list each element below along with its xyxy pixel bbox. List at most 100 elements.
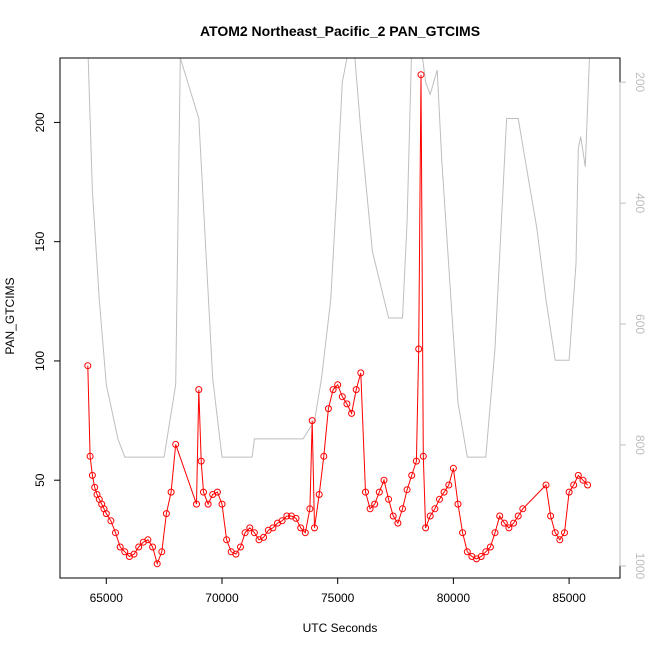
data-point [250, 529, 258, 537]
data-point [436, 495, 443, 503]
data-point [431, 505, 439, 513]
data-point [329, 386, 337, 394]
data-point [412, 457, 420, 465]
primary-series-line [87, 74, 588, 566]
data-point [419, 452, 427, 460]
data-point [477, 553, 485, 560]
data-point [385, 495, 393, 503]
data-point [547, 512, 555, 520]
data-point [389, 512, 397, 520]
data-point [366, 505, 374, 513]
y-axis: 50 100 150 200 [33, 112, 61, 487]
data-point [320, 452, 328, 460]
data-point [551, 529, 559, 537]
data-point [496, 512, 504, 520]
data-point [308, 417, 316, 425]
data-point [84, 362, 92, 370]
data-point [463, 548, 471, 556]
data-point [223, 536, 231, 544]
data-point [213, 488, 221, 496]
chart-title: ATOM2 Northeast_Pacific_2 PAN_GTCIMS [200, 23, 480, 39]
data-point [334, 381, 342, 389]
data-point [574, 471, 582, 479]
x-axis-label: UTC Seconds [303, 621, 378, 635]
data-point [204, 500, 212, 508]
data-point [415, 345, 423, 353]
data-point [149, 543, 157, 551]
data-point [371, 500, 379, 508]
data-point [197, 457, 205, 465]
data-point [510, 519, 518, 527]
x-tick-label: 65000 [90, 591, 124, 605]
data-point [343, 400, 351, 408]
data-point [417, 71, 425, 79]
data-point [362, 488, 369, 496]
y-axis-label: PAN_GTCIMS [3, 277, 17, 354]
data-point [348, 409, 356, 417]
data-point [459, 529, 467, 537]
data-point [88, 471, 96, 479]
data-point [357, 369, 365, 377]
data-point [514, 512, 522, 520]
x-tick-label: 75000 [321, 591, 355, 605]
data-point [403, 486, 411, 494]
data-point [130, 550, 138, 558]
data-point [260, 533, 268, 541]
data-point [162, 510, 170, 518]
data-point [352, 386, 360, 394]
data-point [241, 529, 249, 537]
y2-tick-label: 1000 [633, 553, 647, 580]
primary-series-line-layer [87, 74, 588, 566]
data-point [269, 524, 277, 532]
data-point [375, 488, 383, 496]
data-point [297, 524, 305, 532]
data-point [246, 524, 254, 532]
y2-tick-label: 800 [633, 435, 647, 455]
y2-axis: 200 400 600 800 1000 [619, 72, 647, 580]
data-point [422, 524, 430, 532]
data-point [135, 543, 143, 551]
data-point [570, 481, 578, 489]
x-tick-label: 85000 [552, 591, 586, 605]
y-tick-label: 200 [33, 112, 47, 132]
data-point [505, 524, 513, 532]
data-point [218, 500, 226, 508]
data-point [394, 519, 402, 527]
data-point [584, 481, 592, 489]
data-point [283, 512, 291, 520]
data-point [107, 517, 115, 525]
x-axis: 65000 70000 75000 80000 85000 [90, 577, 586, 605]
data-point [172, 440, 180, 448]
data-point [482, 548, 490, 556]
secondary-series-line [87, 58, 590, 458]
data-point [144, 536, 152, 544]
y2-tick-label: 200 [633, 72, 647, 92]
data-point [167, 488, 175, 496]
data-point [426, 512, 434, 520]
data-point [301, 529, 309, 537]
y-tick-label: 100 [33, 351, 47, 371]
y-tick-label: 50 [33, 473, 47, 487]
data-point [579, 476, 587, 484]
data-point [116, 543, 124, 551]
data-point [158, 548, 166, 556]
data-point [102, 510, 110, 518]
data-point [311, 524, 318, 532]
data-point [445, 481, 453, 489]
data-point [399, 505, 406, 513]
data-point [112, 529, 119, 537]
data-point [306, 505, 314, 513]
x-tick-label: 70000 [205, 591, 239, 605]
data-point [338, 393, 346, 401]
data-point [440, 488, 448, 496]
data-point [486, 543, 494, 551]
data-point [86, 452, 94, 460]
data-point [561, 529, 568, 537]
x-tick-label: 80000 [437, 591, 471, 605]
data-point [556, 536, 564, 544]
data-point [324, 405, 332, 413]
data-point [200, 488, 207, 496]
data-point [565, 488, 573, 496]
data-point [121, 548, 129, 556]
